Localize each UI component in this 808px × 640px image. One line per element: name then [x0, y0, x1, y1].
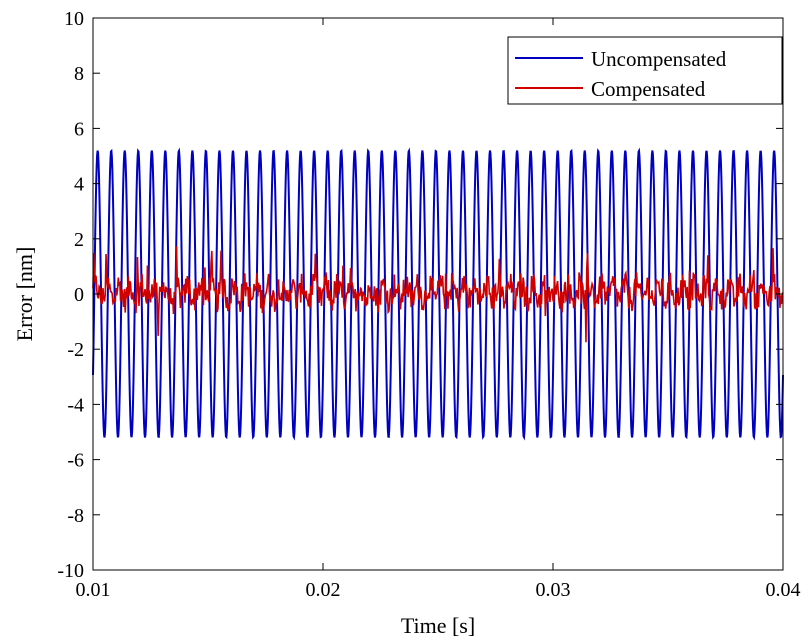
y-tick-label: 8 [74, 63, 84, 85]
x-axis-title: Time [s] [401, 613, 475, 638]
y-tick-label: -4 [67, 394, 84, 416]
y-tick-label: -8 [67, 505, 84, 527]
y-tick-label: -6 [67, 450, 84, 472]
y-tick-label: 10 [64, 8, 84, 30]
x-tick-label: 0.02 [306, 579, 341, 601]
legend: Uncompensated Compensated [507, 36, 783, 105]
y-tick-label: 0 [74, 284, 84, 306]
y-tick-label: 6 [74, 118, 84, 140]
legend-label-uncompensated: Uncompensated [591, 47, 727, 71]
series-layer [92, 147, 784, 441]
axes-layer: 0.01 0.02 0.03 0.04 -10 -8 -6 -4 -2 0 2 4 6 8 10 [57, 8, 800, 601]
y-tick-label: 4 [74, 174, 84, 196]
y-tick-label: 2 [74, 229, 84, 251]
legend-box [507, 36, 783, 105]
series-line-uncompensated [92, 147, 784, 441]
x-tick-label: 0.01 [76, 579, 111, 601]
y-axis-title: Error [nm] [12, 247, 37, 342]
y-tick-label: -10 [57, 560, 84, 582]
x-tick-label: 0.03 [536, 579, 571, 601]
y-tick-label: -2 [67, 339, 84, 361]
x-tick-label: 0.04 [766, 579, 801, 601]
series-line-compensated [92, 246, 784, 343]
legend-label-compensated: Compensated [591, 77, 706, 101]
